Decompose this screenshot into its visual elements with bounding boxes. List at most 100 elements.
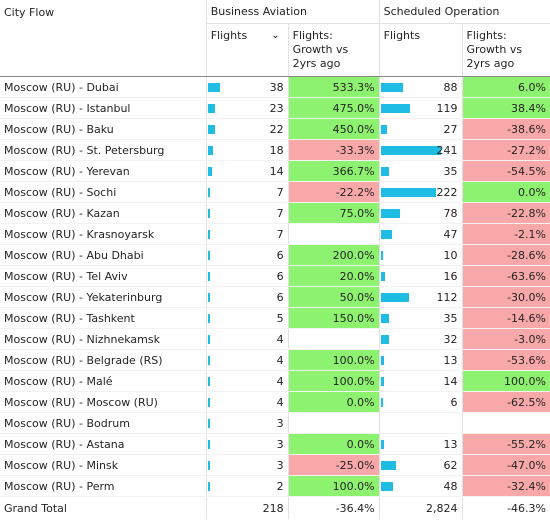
so-growth-cell: 100.0% bbox=[461, 370, 550, 392]
so-flights-cell-value: 48 bbox=[443, 479, 458, 493]
total-ba-growth: -36.4% bbox=[287, 496, 380, 519]
ba-flights-cell-value: 3 bbox=[276, 437, 284, 451]
so-flights-cell: 16 bbox=[379, 265, 463, 287]
so-flights-cell-value: 6 bbox=[450, 395, 458, 409]
matrix-body: Moscow (RU) - Dubai 38 533.3% 88 6.0% Moscow … bbox=[0, 76, 550, 497]
table-row[interactable]: Moscow (RU) - Tel Aviv 6 20.0% 16 -63.6% bbox=[0, 265, 550, 287]
table-row[interactable]: Moscow (RU) - Malé 4 100.0% 14 100.0% bbox=[0, 370, 550, 392]
city-flow-header[interactable]: City Flow bbox=[0, 0, 207, 77]
so-flights-cell: 112 bbox=[379, 286, 463, 308]
data-bar bbox=[380, 293, 409, 302]
table-row[interactable]: Moscow (RU) - Abu Dhabi 6 200.0% 10 -28.6% bbox=[0, 244, 550, 266]
city-flow-cell: Moscow (RU) - Abu Dhabi bbox=[0, 244, 207, 266]
table-row[interactable]: Moscow (RU) - Tashkent 5 150.0% 35 -14.6% bbox=[0, 307, 550, 329]
so-flights-cell-value: 62 bbox=[443, 458, 458, 472]
ba-flights-cell-value: 4 bbox=[276, 395, 284, 409]
data-bar bbox=[380, 398, 383, 407]
ba-growth-cell: 50.0% bbox=[287, 286, 380, 308]
data-bar bbox=[207, 440, 210, 449]
data-bar bbox=[207, 335, 210, 344]
ba-flights-cell-value: 38 bbox=[269, 80, 284, 94]
ba-growth-cell: 450.0% bbox=[287, 118, 380, 140]
so-flights-cell-value: 27 bbox=[443, 122, 458, 136]
table-row[interactable]: Moscow (RU) - Krasnoyarsk 7 47 -2.1% bbox=[0, 223, 550, 245]
total-so-growth: -46.3% bbox=[461, 496, 550, 519]
city-flow-cell: Moscow (RU) - Malé bbox=[0, 370, 207, 392]
ba-flights-cell-value: 22 bbox=[269, 122, 284, 136]
ba-flights-cell-value: 23 bbox=[269, 101, 284, 115]
data-bar bbox=[380, 167, 390, 176]
ba-flights-cell-value: 4 bbox=[276, 353, 284, 367]
city-flow-cell: Moscow (RU) - Krasnoyarsk bbox=[0, 223, 207, 245]
ba-growth-cell: 150.0% bbox=[287, 307, 380, 329]
city-flow-cell: Moscow (RU) - Minsk bbox=[0, 454, 207, 476]
table-row[interactable]: Moscow (RU) - Bodrum 3 bbox=[0, 412, 550, 434]
so-flights-cell-value: 35 bbox=[443, 164, 458, 178]
so-flights-cell: 27 bbox=[379, 118, 463, 140]
so-flights-cell: 241 bbox=[379, 139, 463, 161]
table-row[interactable]: Moscow (RU) - Yerevan 14 366.7% 35 -54.5% bbox=[0, 160, 550, 182]
so-flights-header[interactable]: Flights bbox=[379, 23, 463, 77]
so-growth-header[interactable]: Flights: Growth vs 2yrs ago bbox=[461, 23, 550, 77]
table-row[interactable]: Moscow (RU) - Minsk 3 -25.0% 62 -47.0% bbox=[0, 454, 550, 476]
scheduled-operation-header[interactable]: Scheduled Operation bbox=[379, 0, 550, 24]
total-so-flights: 2,824 bbox=[379, 496, 463, 519]
grand-total-label: Grand Total bbox=[0, 496, 207, 519]
city-flow-cell: Moscow (RU) - Belgrade (RS) bbox=[0, 349, 207, 371]
ba-flights-cell: 7 bbox=[206, 202, 289, 224]
ba-flights-cell-value: 18 bbox=[269, 143, 284, 157]
data-bar bbox=[380, 125, 388, 134]
so-growth-cell: 0.0% bbox=[461, 181, 550, 203]
ba-flights-cell-value: 3 bbox=[276, 416, 284, 430]
data-bar bbox=[207, 398, 210, 407]
so-growth-cell: -54.5% bbox=[461, 160, 550, 182]
city-flow-cell: Moscow (RU) - Bodrum bbox=[0, 412, 207, 434]
table-row[interactable]: Moscow (RU) - Perm 2 100.0% 48 -32.4% bbox=[0, 475, 550, 497]
ba-growth-header[interactable]: Flights: Growth vs 2yrs ago bbox=[287, 23, 380, 77]
so-flights-cell: 13 bbox=[379, 433, 463, 455]
table-row[interactable]: Moscow (RU) - Istanbul 23 475.0% 119 38.4% bbox=[0, 97, 550, 119]
ba-flights-cell-value: 3 bbox=[276, 458, 284, 472]
chevron-down-icon[interactable]: ⌄ bbox=[271, 30, 280, 41]
so-flights-cell: 48 bbox=[379, 475, 463, 497]
so-growth-cell: 6.0% bbox=[461, 76, 550, 98]
table-row[interactable]: Moscow (RU) - Nizhnekamsk 4 32 -3.0% bbox=[0, 328, 550, 350]
so-growth-cell: -2.1% bbox=[461, 223, 550, 245]
ba-growth-cell bbox=[287, 328, 380, 350]
so-growth-cell: 38.4% bbox=[461, 97, 550, 119]
so-flights-cell: 13 bbox=[379, 349, 463, 371]
ba-flights-cell-value: 4 bbox=[276, 332, 284, 346]
so-growth-cell bbox=[461, 412, 550, 434]
ba-growth-cell: 100.0% bbox=[287, 349, 380, 371]
data-bar bbox=[380, 209, 401, 218]
so-flights-cell-value: 47 bbox=[443, 227, 458, 241]
ba-growth-cell: -25.0% bbox=[287, 454, 380, 476]
data-bar bbox=[380, 230, 393, 239]
ba-flights-cell: 7 bbox=[206, 181, 289, 203]
business-aviation-header[interactable]: Business Aviation bbox=[206, 0, 380, 24]
table-row[interactable]: Moscow (RU) - Yekaterinburg 6 50.0% 112 -30.… bbox=[0, 286, 550, 308]
so-flights-cell: 6 bbox=[379, 391, 463, 413]
ba-flights-cell: 7 bbox=[206, 223, 289, 245]
ba-flights-header[interactable]: Flights ⌄ bbox=[206, 23, 289, 77]
table-row[interactable]: Moscow (RU) - Moscow (RU) 4 0.0% 6 -62.5% bbox=[0, 391, 550, 413]
ba-growth-cell: 75.0% bbox=[287, 202, 380, 224]
table-row[interactable]: Moscow (RU) - Dubai 38 533.3% 88 6.0% bbox=[0, 76, 550, 98]
so-flights-cell-value: 119 bbox=[436, 101, 458, 115]
table-row[interactable]: Moscow (RU) - St. Petersburg 18 -33.3% 241-… bbox=[0, 139, 550, 161]
data-bar bbox=[207, 356, 210, 365]
ba-growth-cell: 200.0% bbox=[287, 244, 380, 266]
city-flow-cell: Moscow (RU) - Sochi bbox=[0, 181, 207, 203]
so-growth-cell: -47.0% bbox=[461, 454, 550, 476]
so-growth-cell: -32.4% bbox=[461, 475, 550, 497]
city-flow-cell: Moscow (RU) - St. Petersburg bbox=[0, 139, 207, 161]
so-flights-cell: 47 bbox=[379, 223, 463, 245]
data-bar bbox=[207, 125, 215, 134]
table-row[interactable]: Moscow (RU) - Astana 3 0.0% 13 -55.2% bbox=[0, 433, 550, 455]
table-row[interactable]: Moscow (RU) - Belgrade (RS) 4 100.0% 13 -53.… bbox=[0, 349, 550, 371]
table-row[interactable]: Moscow (RU) - Kazan 7 75.0% 78 -22.8% bbox=[0, 202, 550, 224]
table-row[interactable]: Moscow (RU) - Sochi 7 -22.2% 222 0.0% bbox=[0, 181, 550, 203]
table-row[interactable]: Moscow (RU) - Baku 22 450.0% 27 -38.6% bbox=[0, 118, 550, 140]
ba-flights-cell-value: 14 bbox=[269, 164, 284, 178]
